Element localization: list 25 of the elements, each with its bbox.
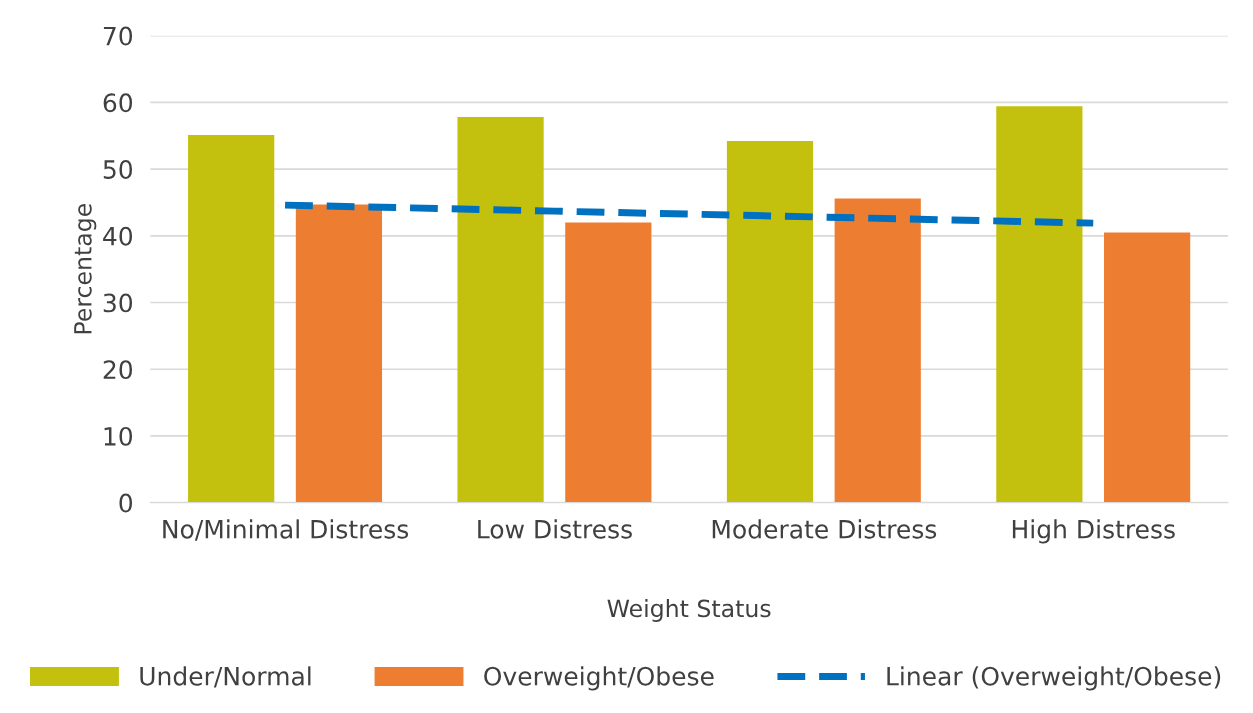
y-tick-label: 60 xyxy=(103,93,133,113)
x-tick-label: Low Distress xyxy=(478,519,632,539)
bar xyxy=(1104,232,1191,503)
y-axis-title: Percentage xyxy=(74,204,97,334)
x-tick-label: Moderate Distress xyxy=(712,519,937,539)
y-tick-label: 70 xyxy=(103,26,133,46)
y-tick-label: 50 xyxy=(103,160,133,179)
x-axis-title: Weight Status xyxy=(607,599,771,622)
x-tick-label: High Distress xyxy=(1012,519,1175,544)
legend-label: Under/Normal xyxy=(140,666,311,688)
bar xyxy=(565,222,652,503)
legend-label: Overweight/Obese xyxy=(484,666,714,691)
bar xyxy=(188,135,275,503)
bar xyxy=(726,141,814,503)
bar xyxy=(996,106,1083,503)
x-tick-label: No/Minimal Distress xyxy=(163,519,409,541)
bar xyxy=(295,204,383,503)
y-tick-label: 0 xyxy=(119,493,133,513)
y-tick-label: 20 xyxy=(103,360,133,380)
legend-label: Linear (Overweight/Obese) xyxy=(887,666,1221,691)
bar xyxy=(834,198,921,503)
y-tick-label: 40 xyxy=(103,226,133,246)
y-tick-label: 10 xyxy=(104,426,133,446)
bar xyxy=(457,117,544,503)
y-tick-label: 30 xyxy=(103,293,133,313)
